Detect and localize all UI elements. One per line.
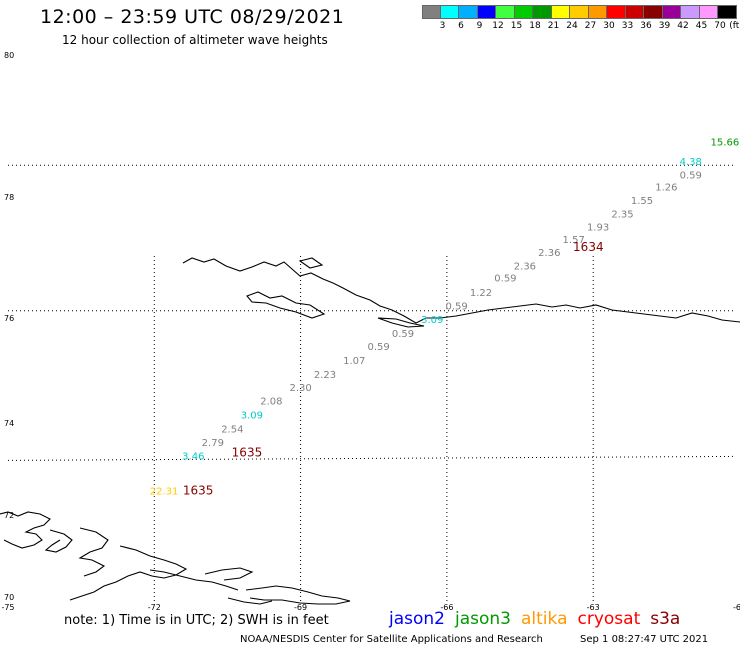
pass-time-label: 1635	[232, 445, 263, 459]
legend-label: 36	[640, 21, 652, 31]
footer-note: note: 1) Time is in UTC; 2) SWH is in fe…	[64, 613, 329, 628]
legend-label: 70	[714, 21, 726, 31]
color-legend	[422, 5, 737, 19]
latitude-tick-label: 72	[4, 511, 14, 520]
satellite-label-jason2: jason2	[389, 609, 445, 629]
wave-height-label: 2.23	[314, 370, 336, 381]
wave-height-label: 2.35	[611, 210, 633, 221]
legend-label: 12	[492, 21, 504, 31]
legend-swatch	[477, 5, 496, 19]
longitude-tick-label: -75	[1, 603, 14, 612]
legend-swatch	[570, 5, 589, 19]
wave-height-label: 3.46	[182, 451, 204, 462]
wave-height-label: 0.59	[680, 170, 702, 181]
footer-credit: NOAA/NESDIS Center for Satellite Applica…	[240, 634, 543, 645]
legend-swatch	[607, 5, 626, 19]
latitude-tick-label: 78	[4, 193, 14, 202]
wave-height-label: 2.30	[289, 383, 311, 394]
wave-height-label: 4.38	[680, 157, 702, 168]
footer-timestamp: Sep 1 08:27:47 UTC 2021	[580, 634, 709, 645]
longitude-tick-label: -60	[733, 603, 740, 612]
legend-unit: (ft)	[729, 21, 740, 31]
legend-label: 21	[547, 21, 560, 31]
legend-swatch	[496, 5, 515, 19]
legend-label: 3	[439, 21, 446, 31]
satellite-label-jason3: jason3	[455, 609, 511, 629]
coastline-baffin	[0, 511, 351, 605]
wave-height-label: 0.59	[367, 342, 389, 353]
wave-height-label: 3.09	[241, 411, 263, 422]
wave-height-label: 1.57	[563, 235, 585, 246]
satellite-label-s3a: s3a	[650, 609, 681, 629]
wave-height-label: 1.26	[655, 183, 677, 194]
legend-label: 24	[566, 21, 578, 31]
wave-height-label: 0.59	[446, 301, 468, 312]
longitude-labels: -75 -72 -69 -66 -63 -60	[1, 603, 740, 612]
legend-label: 6	[458, 21, 464, 31]
latitude-tick-label: 80	[4, 51, 14, 60]
legend-swatch	[625, 5, 644, 19]
map-title: 12:00 – 23:59 UTC 08/29/2021	[40, 6, 345, 28]
wave-height-label: 15.66	[711, 138, 740, 149]
longitude-tick-label: -66	[440, 603, 453, 612]
wave-height-label: 2.54	[221, 424, 243, 435]
satellite-label-altika: altika	[521, 609, 568, 629]
wave-height-label: 2.36	[538, 248, 560, 259]
legend-swatch	[551, 5, 570, 19]
legend-label: 15	[510, 21, 523, 31]
wave-height-label: 1.07	[343, 356, 365, 367]
pass-time-label: 1635	[183, 483, 214, 497]
pass-time-label: 1634	[573, 240, 604, 254]
longitude-tick-label: -69	[294, 603, 307, 612]
legend-swatch	[588, 5, 607, 19]
legend-swatch	[644, 5, 663, 19]
longitude-tick-label: -63	[587, 603, 600, 612]
legend-swatch	[440, 5, 459, 19]
legend-swatch	[662, 5, 681, 19]
wave-height-label: 3.09	[421, 315, 443, 326]
legend-swatch	[699, 5, 718, 19]
legend-swatch	[681, 5, 700, 19]
wave-height-label: 1.55	[631, 196, 653, 207]
legend-label: 45	[695, 21, 708, 31]
wave-height-label: 1.22	[470, 288, 492, 299]
wave-height-observations: 41.3215.664.380.591.261.552.351.931.572.…	[150, 138, 740, 498]
legend-swatch	[422, 5, 441, 19]
pass-time-labels: 2313163416351635	[183, 240, 604, 497]
latitude-labels: 80 78 76 74 72 70	[4, 51, 14, 602]
legend-label: 18	[529, 21, 541, 31]
legend-label: 39	[658, 21, 671, 31]
legend-label: 27	[584, 21, 597, 31]
wave-height-label: 1.93	[587, 223, 609, 234]
legend-swatch	[718, 5, 737, 19]
legend-label: 9	[476, 21, 483, 31]
wave-height-label: 2.36	[514, 261, 536, 272]
satellite-label-cryosat: cryosat	[577, 609, 641, 629]
longitude-tick-label: -72	[148, 603, 161, 612]
wave-height-label: 0.59	[392, 329, 414, 340]
coastline-greenland	[182, 257, 740, 328]
latitude-tick-label: 74	[4, 419, 14, 428]
wave-height-label: 22.31	[150, 486, 179, 497]
legend-swatch	[459, 5, 478, 19]
wave-height-label: 2.08	[260, 397, 282, 408]
legend-label: 30	[603, 21, 615, 31]
map-subtitle: 12 hour collection of altimeter wave hei…	[62, 33, 328, 47]
graticule	[7, 164, 737, 602]
latitude-line	[7, 455, 737, 461]
legend-swatch	[514, 5, 533, 19]
wave-height-label: 0.59	[494, 274, 516, 285]
legend-label: 42	[677, 21, 689, 31]
latitude-tick-label: 76	[4, 314, 14, 323]
satellite-legend: jason2 jason3 altika cryosat s3a	[389, 609, 690, 629]
wave-height-label: 2.79	[202, 438, 224, 449]
legend-label: 33	[621, 21, 634, 31]
latitude-tick-label: 70	[4, 593, 14, 602]
legend-swatch	[533, 5, 552, 19]
